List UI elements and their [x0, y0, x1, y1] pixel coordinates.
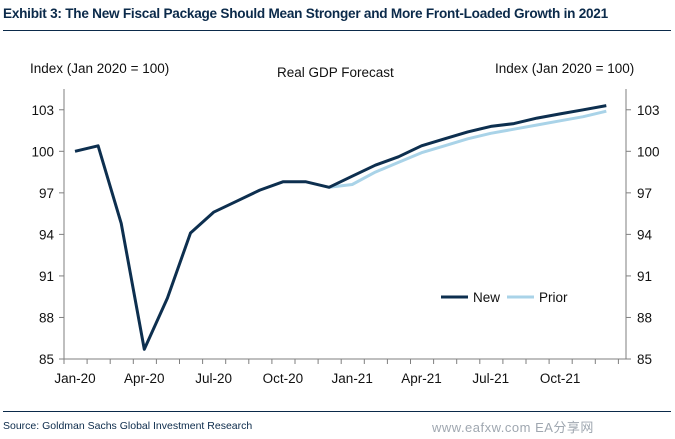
y-tick-label-left: 94 [39, 227, 55, 242]
y-tick-label-left: 91 [39, 269, 54, 284]
y-tick-label-right: 85 [637, 352, 652, 367]
y-tick-label-right: 103 [637, 103, 660, 118]
x-tick-label: Oct-20 [263, 371, 304, 386]
series-lines [74, 104, 607, 351]
legend-label-new: New [473, 290, 500, 305]
source-note: Source: Goldman Sachs Global Investment … [3, 420, 253, 432]
y-tick-label-left: 103 [31, 103, 54, 118]
series-line-new [74, 104, 607, 351]
exhibit-title: Exhibit 3: The New Fiscal Package Should… [3, 6, 608, 21]
y-tick-label-left: 97 [39, 186, 54, 201]
y-tick-label-right: 91 [637, 269, 652, 284]
chart-title: Real GDP Forecast [277, 65, 394, 80]
y-ticks-right: 85 88 91 94 97 100 103 [626, 103, 660, 367]
y-tick-label-left: 100 [31, 144, 54, 159]
x-tick-label: Jul-21 [472, 371, 509, 386]
y-ticks-left: 85 88 91 94 97 100 103 [31, 103, 64, 367]
y-tick-label-right: 97 [637, 186, 652, 201]
x-tick-label: Oct-21 [540, 371, 581, 386]
y-tick-label-right: 88 [637, 310, 652, 325]
series-line-prior [328, 109, 607, 189]
legend-label-prior: Prior [539, 290, 568, 305]
legend: New Prior [441, 290, 568, 305]
x-tick-label: Jul-20 [195, 371, 232, 386]
x-tick-label: Apr-21 [401, 371, 442, 386]
x-tick-label: Jan-20 [54, 371, 95, 386]
y-axis-title-left: Index (Jan 2020 = 100) [30, 61, 169, 76]
source-divider [3, 411, 671, 412]
y-tick-label-right: 94 [637, 227, 653, 242]
x-tick-label: Jan-21 [332, 371, 373, 386]
y-tick-label-right: 100 [637, 144, 660, 159]
y-tick-label-left: 88 [39, 310, 54, 325]
title-divider [3, 30, 671, 31]
y-tick-label-left: 85 [39, 352, 54, 367]
x-ticks: Jan-20 Apr-20 Jul-20 Oct-20 Jan-21 Apr-21 Jul-… [54, 359, 619, 386]
y-axis-title-right: Index (Jan 2020 = 100) [495, 61, 634, 76]
x-tick-label: Apr-20 [124, 371, 165, 386]
watermark: www.eafxw.com EA分享网 [432, 420, 594, 435]
